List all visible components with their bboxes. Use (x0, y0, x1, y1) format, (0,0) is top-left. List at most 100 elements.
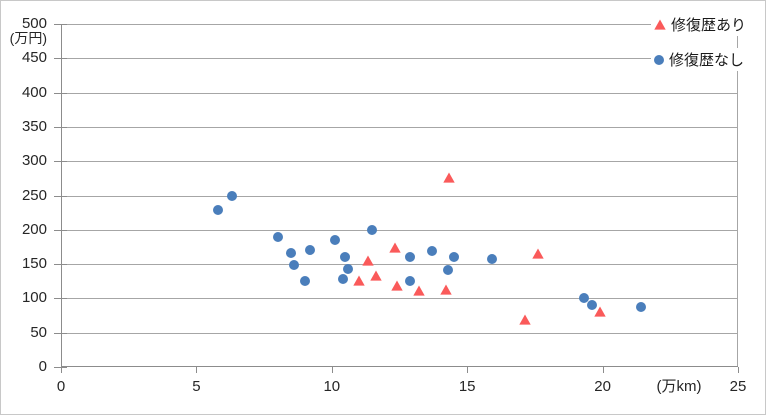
gridline (61, 229, 738, 231)
circle-marker-icon (340, 251, 351, 262)
circle-marker-icon (443, 265, 454, 276)
x-tick-mark (467, 367, 469, 373)
scatter-point-series-1-circle (299, 275, 310, 286)
circle-marker-icon (286, 248, 297, 259)
legend-label: 修復歴なし (668, 52, 744, 69)
x-tick-label: 25 (729, 378, 747, 395)
y-tick-mark (54, 264, 67, 266)
scatter-point-series-1-circle (405, 276, 416, 287)
scatter-point-series-0-triangle (443, 170, 455, 188)
y-tick-mark (54, 229, 67, 231)
circle-marker-icon (288, 259, 299, 270)
scatter-point-series-1-circle (337, 274, 348, 285)
circle-marker-icon (329, 235, 340, 246)
x-tick-mark (61, 367, 62, 373)
gridline (61, 58, 738, 60)
circle-marker-icon (426, 246, 437, 257)
gridline (61, 92, 738, 94)
y-tick-label: 300 (21, 152, 47, 170)
scatter-point-series-1-circle (343, 263, 354, 274)
x-tick-label: 15 (458, 378, 476, 395)
y-tick-label: 400 (21, 83, 47, 101)
triangle-marker-icon (391, 280, 403, 292)
x-axis-line (61, 366, 738, 367)
triangle-marker-icon (413, 285, 425, 296)
circle-marker-icon (272, 231, 283, 242)
scatter-point-series-0-triangle (532, 246, 544, 264)
y-tick-label: 50 (30, 323, 47, 341)
x-tick-mark (602, 367, 604, 373)
x-tick-label: 5 (192, 378, 201, 395)
circle-marker-icon (405, 276, 416, 287)
y-axis-unit-label: (万円) (9, 30, 47, 46)
y-tick-label: 450 (21, 49, 47, 67)
scatter-point-series-1-circle (586, 300, 597, 311)
gridline (61, 195, 738, 197)
circle-marker-icon (405, 252, 416, 263)
scatter-point-series-1-circle (578, 293, 589, 304)
gridline (61, 126, 738, 128)
circle-marker-icon (486, 253, 497, 264)
scatter-point-series-1-circle (329, 235, 340, 246)
y-tick-mark (54, 92, 67, 94)
plot-right-border (737, 24, 738, 367)
circle-marker-icon (635, 302, 646, 313)
scatter-point-series-0-triangle (594, 304, 607, 322)
circle-marker-icon (578, 293, 589, 304)
gridline (61, 332, 738, 334)
y-tick-label: 150 (21, 255, 47, 273)
circle-legend-marker-icon (653, 54, 664, 65)
circle-marker-icon (337, 274, 348, 285)
circle-marker-icon (226, 190, 237, 201)
y-tick-label: 100 (21, 289, 47, 307)
scatter-point-series-0-triangle (369, 268, 382, 286)
triangle-marker-icon (518, 314, 531, 325)
y-tick-label: 0 (38, 358, 47, 375)
gridline (61, 264, 738, 266)
x-tick-label: 0 (56, 378, 66, 395)
gridline (61, 161, 738, 163)
triangle-marker-icon (361, 255, 374, 266)
plot-area (54, 24, 739, 373)
y-tick-mark (54, 126, 67, 128)
scatter-point-series-1-circle (226, 190, 237, 201)
y-tick-label: 250 (21, 186, 47, 204)
circle-marker-icon (299, 275, 310, 286)
scatter-point-series-1-circle (443, 265, 454, 276)
circle-marker-icon (367, 224, 378, 235)
triangle-marker-icon (594, 306, 607, 317)
circle-marker-icon (305, 244, 316, 255)
legend-item-series-1: 修復歴なし (650, 48, 749, 71)
y-tick-label: 500 (21, 15, 47, 32)
y-tick-mark (54, 24, 67, 25)
y-tick-mark (54, 161, 67, 163)
y-tick-mark (54, 58, 67, 60)
scatter-point-series-1-circle (635, 302, 646, 313)
triangle-marker-icon (440, 284, 452, 295)
x-axis-unit-label: (万km) (656, 378, 702, 395)
scatter-point-series-1-circle (213, 204, 224, 215)
scatter-point-series-0-triangle (413, 283, 425, 301)
x-tick-mark (196, 367, 198, 373)
legend-item-series-0: 修復歴あり (650, 13, 749, 36)
x-tick-mark (738, 367, 739, 373)
scatter-point-series-0-triangle (391, 278, 403, 296)
triangle-marker-icon (532, 248, 544, 259)
triangle-marker-icon (369, 270, 382, 281)
chart-legend: 修復歴あり修復歴なし (650, 13, 749, 71)
triangle-marker-icon (388, 242, 401, 253)
y-tick-mark (54, 332, 67, 334)
y-tick-label: 350 (21, 117, 47, 135)
scatter-point-series-1-circle (340, 251, 351, 262)
x-tick-label: 10 (323, 378, 341, 395)
gridline (61, 24, 738, 25)
x-tick-label: 20 (594, 378, 611, 395)
scatter-point-series-1-circle (486, 253, 497, 264)
scatter-point-series-0-triangle (518, 312, 531, 330)
scatter-point-series-1-circle (405, 252, 416, 263)
scatter-point-series-1-circle (367, 224, 378, 235)
y-tick-mark (54, 298, 67, 300)
circle-marker-icon (343, 263, 354, 274)
circle-marker-icon (213, 204, 224, 215)
scatter-point-series-1-circle (305, 244, 316, 255)
